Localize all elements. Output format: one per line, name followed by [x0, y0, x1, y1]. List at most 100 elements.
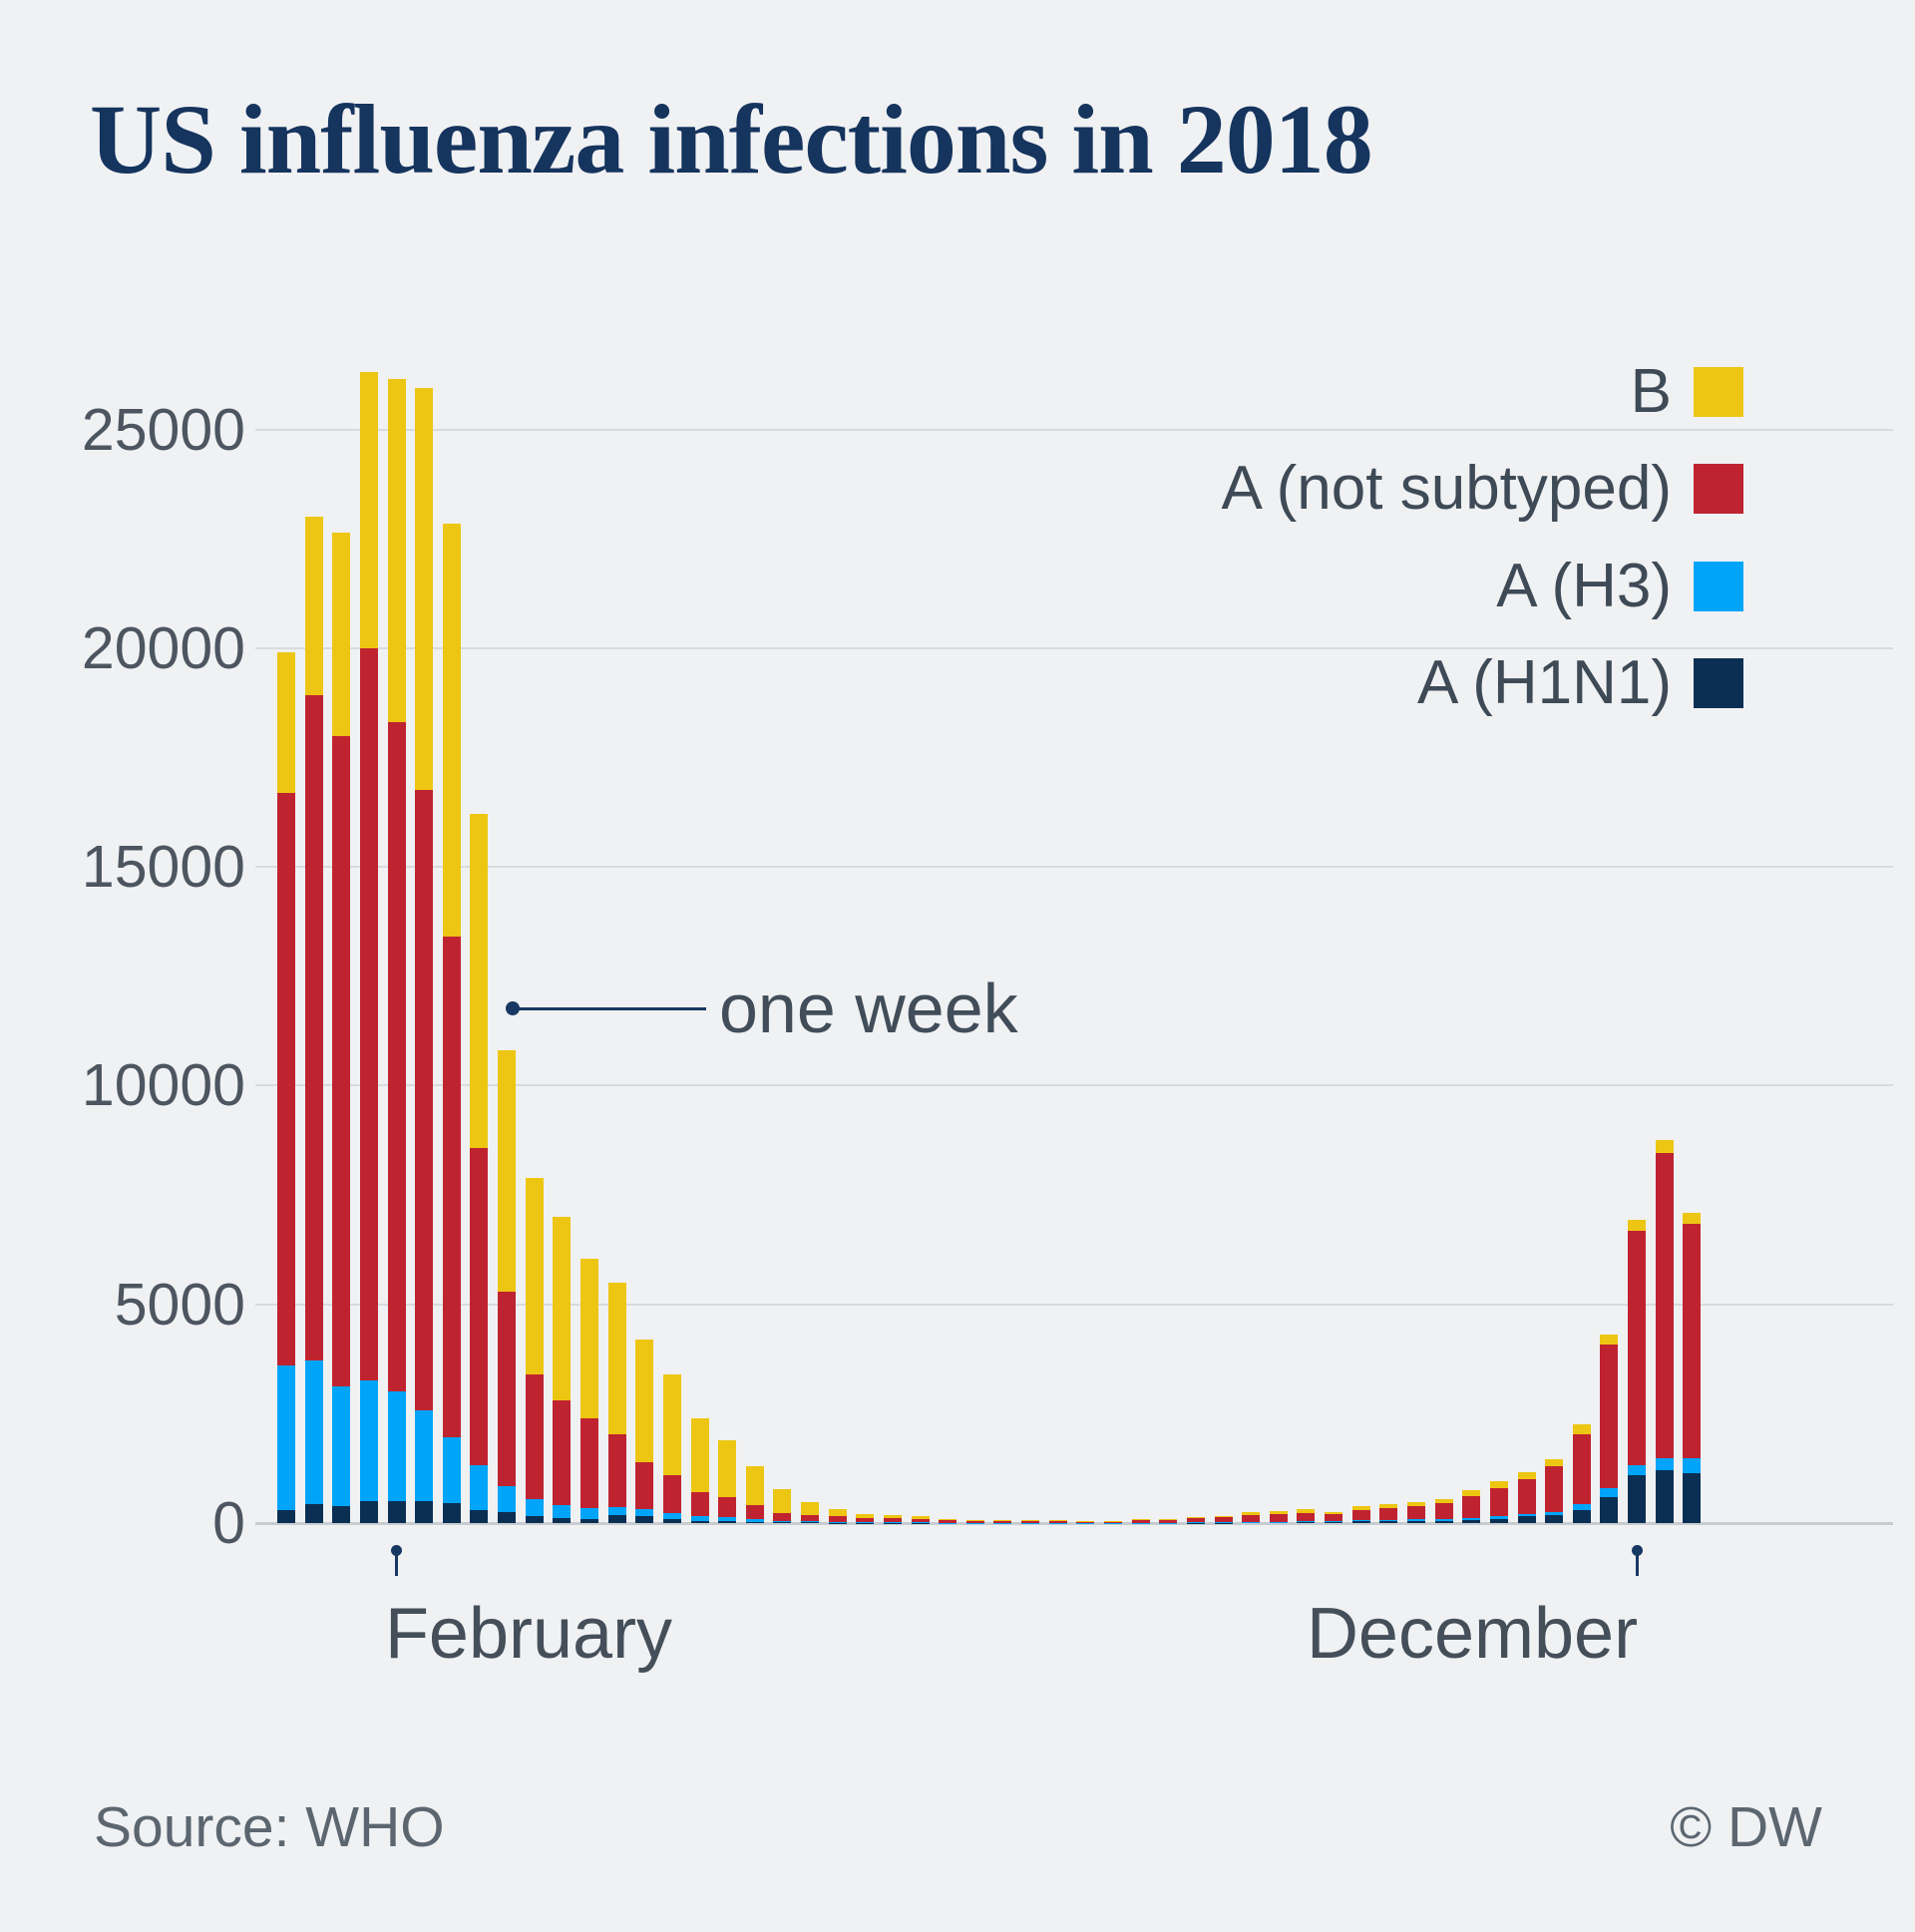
bar-week22-b	[856, 1513, 874, 1519]
bar-week7-a_not_subtyped	[443, 937, 461, 1438]
bar-week24-a_h3	[912, 1522, 930, 1523]
bar-week29-b	[1049, 1519, 1067, 1521]
bar-week33-a_h1n1	[1159, 1522, 1177, 1524]
copyright-dw: © DW	[1670, 1795, 1822, 1859]
bar-week38-a_not_subtyped	[1297, 1512, 1315, 1522]
bar-week34-a_h3	[1187, 1522, 1205, 1523]
bar-week3-a_not_subtyped	[332, 735, 350, 1386]
bar-week22-a_h3	[856, 1522, 874, 1523]
bar-week26-a_not_subtyped	[966, 1520, 984, 1523]
bar-week4-a_h1n1	[360, 1500, 378, 1523]
bar-week7-a_h1n1	[443, 1502, 461, 1523]
bar-week30-a_not_subtyped	[1076, 1521, 1094, 1523]
bar-week19-a_h1n1	[773, 1522, 791, 1523]
bar-week25-b	[939, 1519, 957, 1521]
bar-week21-a_not_subtyped	[829, 1516, 847, 1522]
bar-week47-a_h1n1	[1545, 1514, 1563, 1523]
bar-week20-a_h3	[801, 1521, 819, 1523]
bar-week2-b	[305, 517, 323, 695]
bar-week3-b	[332, 532, 350, 736]
bar-week17-a_h1n1	[718, 1521, 736, 1523]
bar-week18-a_h1n1	[746, 1521, 764, 1523]
bar-week21-a_h3	[829, 1521, 847, 1523]
x-axis-label-december: December	[1306, 1594, 1639, 1674]
bar-week9-b	[498, 1050, 516, 1292]
bar-week17-a_h3	[718, 1517, 736, 1522]
gridline-25000	[255, 428, 1893, 431]
bar-week31-a_not_subtyped	[1104, 1521, 1122, 1523]
bar-week4-b	[360, 372, 378, 648]
y-tick-label-15000: 15000	[81, 834, 245, 901]
bar-week23-b	[884, 1514, 902, 1519]
bar-week15-a_not_subtyped	[663, 1474, 681, 1513]
bar-week42-a_h3	[1407, 1519, 1425, 1521]
legend-swatch-a_h3	[1694, 561, 1743, 611]
bar-week15-a_h3	[663, 1512, 681, 1520]
bar-week41-b	[1379, 1504, 1397, 1509]
bar-week45-b	[1490, 1480, 1508, 1488]
bar-week5-a_not_subtyped	[388, 722, 406, 1391]
bar-week50-a_h1n1	[1628, 1474, 1646, 1523]
bar-week35-b	[1215, 1515, 1233, 1518]
bar-week19-a_h3	[773, 1520, 791, 1523]
bar-week36-a_not_subtyped	[1242, 1515, 1260, 1522]
bar-week12-a_h1n1	[580, 1518, 598, 1523]
bar-week37-a_h3	[1270, 1521, 1288, 1523]
y-tick-label-5000: 5000	[114, 1271, 245, 1338]
bar-week44-a_h1n1	[1462, 1519, 1480, 1523]
legend-item-a_h3: A (H3)	[1496, 555, 1743, 616]
bar-week10-a_h3	[526, 1498, 544, 1517]
gridline-10000	[255, 1084, 1893, 1087]
bar-week18-a_h3	[746, 1519, 764, 1522]
bar-week14-a_h3	[635, 1508, 653, 1517]
bar-week21-b	[829, 1508, 847, 1517]
bar-week32-b	[1132, 1518, 1150, 1520]
bar-week24-a_not_subtyped	[912, 1519, 930, 1523]
bar-week6-a_h3	[415, 1410, 433, 1501]
month-pin-stem-december	[1635, 1554, 1639, 1576]
bar-week39-a_h1n1	[1325, 1522, 1342, 1523]
gridline-0	[255, 1522, 1893, 1525]
bar-week49-a_not_subtyped	[1600, 1345, 1618, 1488]
bar-week7-b	[443, 523, 461, 938]
bar-week41-a_not_subtyped	[1379, 1508, 1397, 1520]
bar-week6-a_h1n1	[415, 1500, 433, 1523]
bar-week37-a_not_subtyped	[1270, 1514, 1288, 1522]
bar-week15-a_h1n1	[663, 1519, 681, 1523]
bar-week33-a_not_subtyped	[1159, 1519, 1177, 1523]
bar-week51-a_not_subtyped	[1656, 1152, 1674, 1459]
bar-week49-b	[1600, 1334, 1618, 1346]
bar-week44-b	[1462, 1489, 1480, 1496]
bar-week16-a_h3	[691, 1515, 709, 1521]
bar-week30-a_h3	[1076, 1522, 1094, 1524]
bar-week20-a_h1n1	[801, 1522, 819, 1523]
bar-week14-a_not_subtyped	[635, 1461, 653, 1509]
bar-week46-b	[1518, 1471, 1536, 1480]
bar-week1-a_not_subtyped	[277, 792, 295, 1365]
bar-week17-a_not_subtyped	[718, 1497, 736, 1518]
bar-week8-a_h1n1	[470, 1509, 488, 1523]
bar-week18-b	[746, 1465, 764, 1505]
bar-week11-b	[553, 1216, 571, 1401]
gridline-5000	[255, 1303, 1893, 1306]
legend-item-a_h1n1: A (H1N1)	[1417, 651, 1743, 713]
bar-week23-a_h3	[884, 1522, 902, 1523]
bar-week1-a_h1n1	[277, 1509, 295, 1523]
bar-week48-a_h3	[1573, 1504, 1591, 1510]
bar-week46-a_h3	[1518, 1514, 1536, 1517]
bar-week2-a_h1n1	[305, 1504, 323, 1523]
bar-week27-a_not_subtyped	[993, 1521, 1011, 1523]
bar-week24-b	[912, 1516, 930, 1520]
bar-week13-a_not_subtyped	[608, 1433, 626, 1508]
bar-week39-a_not_subtyped	[1325, 1514, 1342, 1522]
bar-week42-a_not_subtyped	[1407, 1505, 1425, 1520]
bar-week9-a_not_subtyped	[498, 1291, 516, 1487]
bar-week2-a_not_subtyped	[305, 694, 323, 1360]
bar-week10-a_h1n1	[526, 1516, 544, 1523]
bar-week15-b	[663, 1373, 681, 1475]
bar-week29-a_not_subtyped	[1049, 1520, 1067, 1523]
y-tick-label-10000: 10000	[81, 1052, 245, 1119]
bar-week10-a_not_subtyped	[526, 1373, 544, 1499]
bar-week12-a_h3	[580, 1507, 598, 1519]
